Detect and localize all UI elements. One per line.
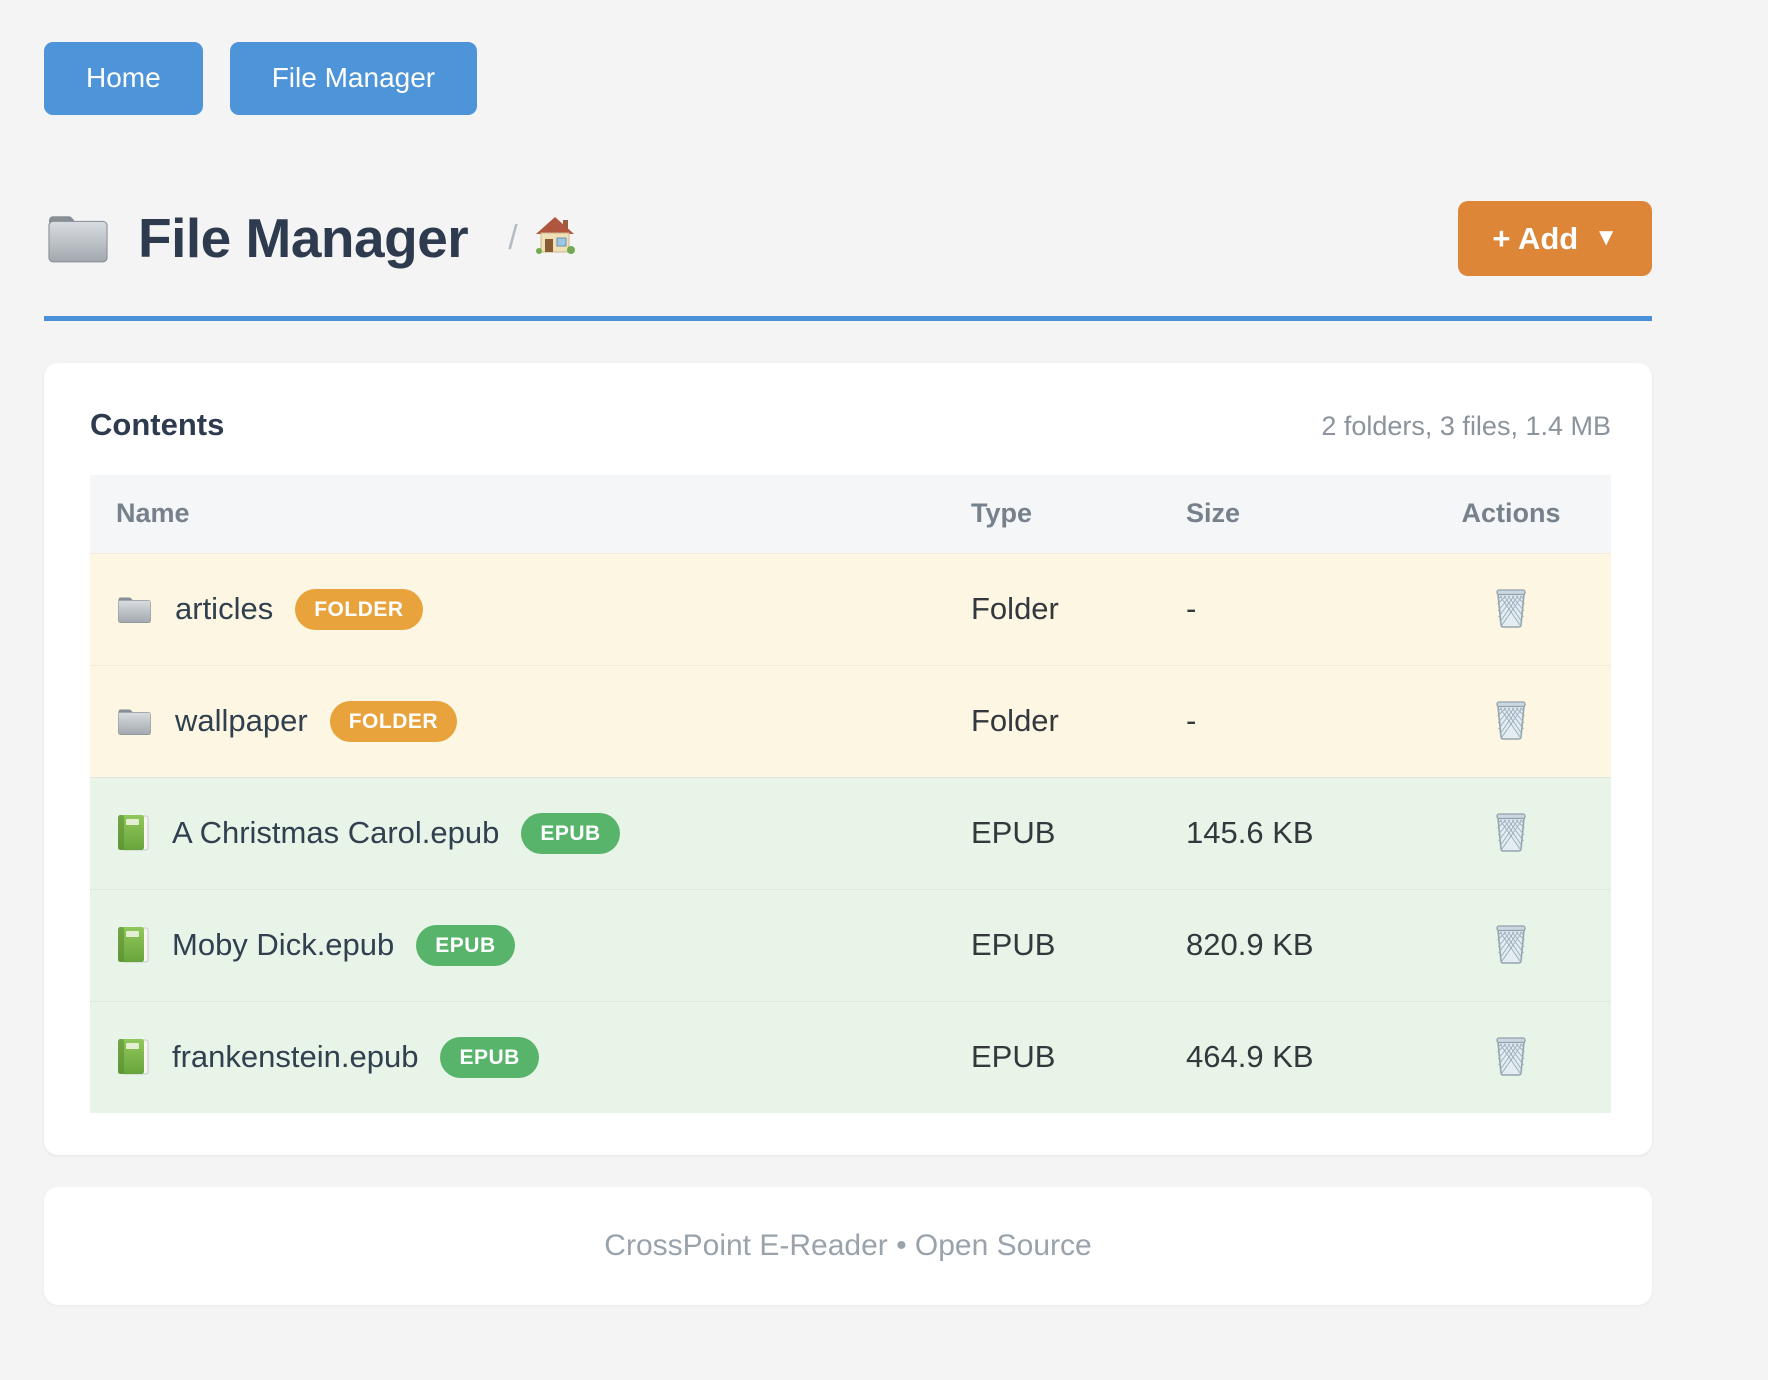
folder-icon xyxy=(116,706,153,737)
file-name-link[interactable]: wallpaper xyxy=(175,703,308,739)
type-badge: FOLDER xyxy=(329,700,458,742)
table-row: wallpaper FOLDER Folder - xyxy=(90,664,1611,777)
footer: CrossPoint E-Reader • Open Source xyxy=(44,1186,1652,1305)
green-book-icon xyxy=(116,926,150,964)
nav-button-home[interactable]: Home xyxy=(44,42,203,115)
type-cell: Folder xyxy=(971,703,1059,739)
green-book-icon xyxy=(116,814,150,852)
file-table: Name Type Size Actions articles FOLDER F… xyxy=(90,474,1611,1113)
delete-button[interactable] xyxy=(1489,695,1533,748)
folder-icon xyxy=(116,594,153,625)
size-cell: - xyxy=(1186,703,1197,739)
table-row: A Christmas Carol.epub EPUB EPUB 145.6 K… xyxy=(90,776,1611,889)
type-cell: EPUB xyxy=(971,815,1056,851)
add-button-label: + Add xyxy=(1492,220,1579,256)
type-badge: EPUB xyxy=(440,1036,539,1078)
file-name-link[interactable]: A Christmas Carol.epub xyxy=(172,815,500,851)
add-button[interactable]: + Add ▼ xyxy=(1458,200,1652,276)
chevron-down-icon: ▼ xyxy=(1594,224,1618,252)
column-header-name: Name xyxy=(116,498,190,529)
breadcrumb: / xyxy=(508,215,575,262)
type-badge: EPUB xyxy=(416,924,515,966)
page-title: File Manager xyxy=(138,207,469,270)
footer-text: CrossPoint E-Reader • Open Source xyxy=(604,1228,1092,1262)
wastebasket-icon xyxy=(1493,587,1529,632)
wastebasket-icon xyxy=(1493,923,1529,968)
breadcrumb-home-link[interactable] xyxy=(534,215,576,262)
contents-summary: 2 folders, 3 files, 1.4 MB xyxy=(1321,410,1611,441)
file-name-link[interactable]: Moby Dick.epub xyxy=(172,927,395,963)
table-row: frankenstein.epub EPUB EPUB 464.9 KB xyxy=(90,1000,1611,1113)
table-header-row: Name Type Size Actions xyxy=(90,474,1611,553)
contents-card: Contents 2 folders, 3 files, 1.4 MB Name… xyxy=(44,362,1652,1155)
house-icon xyxy=(534,215,576,262)
table-row: articles FOLDER Folder - xyxy=(90,552,1611,665)
green-book-icon xyxy=(116,1038,150,1076)
size-cell: 145.6 KB xyxy=(1186,815,1314,851)
wastebasket-icon xyxy=(1493,1035,1529,1080)
file-name-link[interactable]: articles xyxy=(175,591,274,627)
column-header-actions: Actions xyxy=(1461,498,1561,529)
card-header: Contents 2 folders, 3 files, 1.4 MB xyxy=(90,407,1611,443)
page: Home File Manager File Manager / xyxy=(44,42,1652,1305)
column-header-type: Type xyxy=(971,498,1033,529)
table-row: Moby Dick.epub EPUB EPUB 820.9 KB xyxy=(90,888,1611,1001)
file-name-link[interactable]: frankenstein.epub xyxy=(172,1039,419,1075)
wastebasket-icon xyxy=(1493,811,1529,856)
wastebasket-icon xyxy=(1493,699,1529,744)
type-cell: EPUB xyxy=(971,1039,1056,1075)
table-body: articles FOLDER Folder - xyxy=(90,552,1611,1113)
type-cell: Folder xyxy=(971,591,1059,627)
type-cell: EPUB xyxy=(971,927,1056,963)
nav-button-file-manager[interactable]: File Manager xyxy=(229,42,478,115)
top-nav: Home File Manager xyxy=(44,42,1652,115)
delete-button[interactable] xyxy=(1489,1031,1533,1084)
size-cell: - xyxy=(1186,591,1197,627)
header-rule xyxy=(44,315,1652,321)
column-header-size: Size xyxy=(1186,498,1241,529)
size-cell: 464.9 KB xyxy=(1186,1039,1314,1075)
card-title: Contents xyxy=(90,406,225,442)
delete-button[interactable] xyxy=(1489,919,1533,972)
breadcrumb-separator: / xyxy=(508,218,518,257)
type-badge: FOLDER xyxy=(295,588,423,630)
folder-icon xyxy=(44,210,112,266)
delete-button[interactable] xyxy=(1489,583,1533,636)
page-header: File Manager / + Add ▼ xyxy=(44,200,1652,276)
size-cell: 820.9 KB xyxy=(1186,927,1314,963)
delete-button[interactable] xyxy=(1489,807,1533,860)
type-badge: EPUB xyxy=(521,812,620,854)
